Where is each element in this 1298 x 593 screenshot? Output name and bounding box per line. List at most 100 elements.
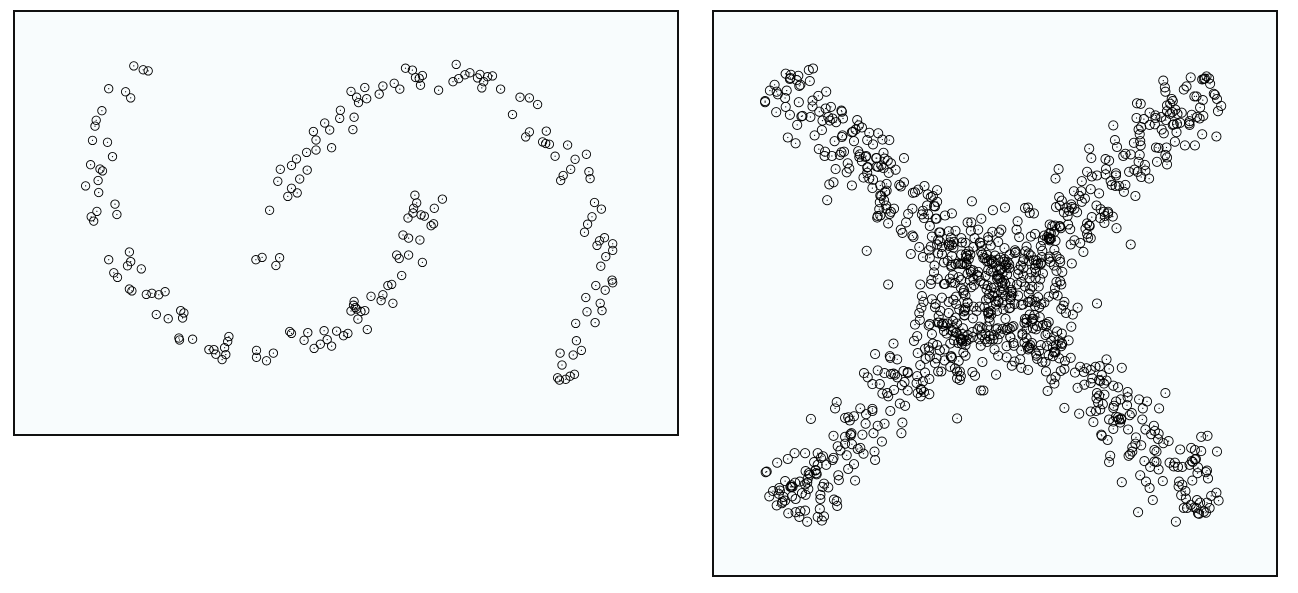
scatter-point [360, 82, 370, 93]
scatter-point [977, 356, 988, 368]
scatter-point [1121, 400, 1133, 411]
scatter-point [962, 297, 973, 308]
scatter-point [1145, 461, 1156, 472]
scatter-point [862, 372, 873, 383]
scatter-point [912, 371, 923, 382]
scatter-point [1118, 150, 1129, 162]
scatter-point [275, 164, 285, 174]
scatter-point [999, 202, 1011, 213]
scatter-point [936, 292, 947, 303]
scatter-point [912, 388, 923, 399]
scatter-point [403, 213, 413, 223]
scatter-point [934, 236, 945, 247]
scatter-point [840, 438, 851, 449]
scatter-point [846, 180, 857, 191]
scatter-point [812, 459, 823, 470]
scatter-point [966, 196, 977, 207]
scatter-point [322, 334, 332, 345]
scatter-point [885, 158, 896, 169]
scatter-point [1110, 396, 1122, 407]
scatter-point [895, 181, 906, 192]
scatter-point [966, 217, 977, 228]
scatter-point [97, 166, 108, 176]
scatter-point [537, 137, 548, 147]
scatter-point [1130, 438, 1141, 449]
scatter-point [1113, 382, 1124, 393]
scatter-point [881, 178, 892, 189]
scatter-point [929, 260, 940, 271]
scatter-point [998, 304, 1009, 315]
scatter-point [1105, 450, 1116, 461]
scatter-point [972, 324, 983, 335]
scatter-point [870, 454, 881, 466]
scatter-point [776, 498, 788, 509]
scatter-point [585, 173, 595, 184]
scatter-point [1048, 288, 1059, 300]
scatter-point [1074, 408, 1085, 419]
scatter-point [923, 320, 934, 331]
scatter-point [857, 429, 868, 440]
scatter-point [894, 398, 905, 409]
scatter-point [1008, 337, 1019, 349]
scatter-point [936, 366, 947, 377]
scatter-point [362, 94, 372, 104]
scatter-point [95, 164, 105, 174]
scatter-point [1139, 456, 1150, 467]
scatter-point [1016, 362, 1027, 373]
scatter-point [871, 153, 882, 164]
scatter-point [419, 211, 429, 221]
scatter-point [804, 469, 815, 480]
scatter-point [896, 380, 907, 391]
scatter-point [1026, 294, 1037, 305]
scatter-point [835, 445, 846, 456]
scatter-point [521, 132, 531, 142]
scatter-point [924, 252, 935, 263]
scatter-point [803, 65, 814, 76]
scatter-point [91, 115, 101, 125]
scatter-point [1116, 362, 1127, 373]
scatter-point [217, 354, 227, 365]
scatter-point [817, 451, 829, 462]
scatter-point [945, 351, 956, 362]
scatter-point [795, 79, 806, 90]
scatter-point [325, 125, 335, 135]
scatter-point [1015, 354, 1026, 365]
scatter-point [986, 309, 997, 320]
scatter-point [1007, 288, 1018, 299]
scatter-point [597, 305, 607, 316]
scatter-point [1133, 156, 1144, 167]
scatter-point [867, 379, 878, 390]
scatter-point [936, 248, 947, 260]
scatter-point [607, 275, 617, 285]
scatter-point [1170, 516, 1181, 527]
scatter-point [1028, 255, 1039, 266]
scatter-point [291, 154, 302, 164]
scatter-point [1028, 208, 1039, 219]
scatter-point [127, 286, 137, 296]
scatter-point [1187, 475, 1198, 486]
scatter-point [562, 140, 573, 150]
scatter-point [187, 334, 198, 344]
scatter-point [1076, 176, 1087, 187]
scatter-point [1095, 375, 1106, 387]
scatter-point [80, 181, 91, 191]
scatter-point [837, 130, 848, 141]
scatter-point [163, 314, 173, 324]
scatter-point [219, 343, 230, 353]
scatter-point [1156, 124, 1167, 135]
scatter-point [1100, 154, 1111, 165]
scatter-point [541, 126, 551, 136]
scatter-point [933, 311, 944, 322]
scatter-point [885, 369, 896, 380]
scatter-point [1124, 410, 1135, 421]
scatter-point [286, 183, 297, 193]
scatter-point [1014, 232, 1025, 243]
scatter-point [1005, 332, 1016, 343]
scatter-point [1195, 102, 1206, 113]
scatter-point [950, 312, 961, 323]
scatter-point [1191, 111, 1203, 123]
scatter-point [589, 197, 600, 208]
scatter-point [764, 491, 775, 502]
scatter-point [338, 331, 349, 341]
scatter-point [1108, 120, 1119, 131]
